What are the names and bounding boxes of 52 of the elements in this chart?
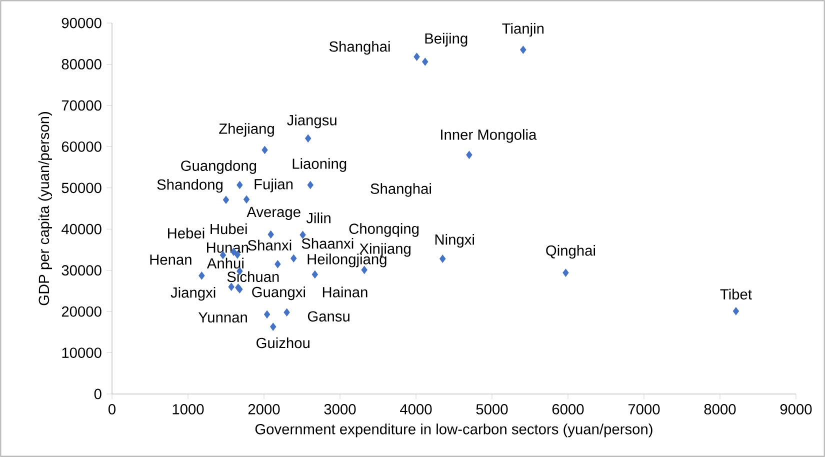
annotation: Jiangsu [287,114,336,128]
annotation: Sichuan [227,271,279,282]
x-tick-label: 9000 [780,404,812,414]
x-axis-title: Government expenditure in low-carbon sectors (yuan/person) [255,424,652,438]
x-tick-label: 5000 [476,404,508,414]
y-tick-label: 70000 [62,100,102,111]
annotation: Ningxi [435,234,474,248]
annotation: Anhui [206,258,244,269]
annotation: Inner Mongolia [441,129,537,143]
x-tick-label: 0 [108,404,116,414]
annotation: Tianjin [502,22,544,37]
annotation: Shanxi [248,240,292,251]
y-tick-label: 10000 [62,348,102,358]
annotation: Hainan [322,286,368,298]
annotation: Shaanxi [302,238,354,249]
y-tick-label: 80000 [62,59,102,70]
annotation: Hubei [210,223,247,234]
x-tick-label: 2000 [248,404,280,414]
y-tick-label: 40000 [62,224,102,234]
annotation: Gansu [308,311,350,322]
x-tick-label: 6000 [552,404,584,414]
annotation: Shanghai [370,183,431,197]
x-tick-label: 7000 [628,404,660,414]
annotation: Beijing [425,32,468,47]
y-tick-label: 60000 [62,141,102,152]
annotation: Chongqing [349,223,419,237]
annotation: Shanghai [329,40,390,55]
x-tick-label: 8000 [704,404,736,414]
annotation: Qinghai [546,244,595,259]
annotation: Jiangxi [170,286,216,301]
y-tick-label: 0 [94,388,102,400]
annotation: Jilin [306,212,330,224]
annotation: Shandong [157,179,222,193]
x-tick-label: 3000 [324,404,356,414]
y-tick-label: 50000 [62,182,102,194]
annotation: Liaoning [292,158,346,172]
annotation: Average [246,206,300,220]
x-tick-label: 4000 [400,404,432,414]
y-tick-label: 20000 [62,306,102,317]
annotation: Guangxi [252,286,306,300]
annotation: Zhejiang [219,123,274,137]
y-tick-label: 90000 [62,18,102,28]
annotation: Henan [150,254,192,265]
y-tick-label: 30000 [62,265,102,276]
annotation: Guangdong [181,160,256,174]
y-axis-title: GDP per capita (yuan/person) [38,112,52,306]
annotation: Tibet [720,288,752,300]
annotation: Hebei [168,228,204,238]
annotation: Fujian [254,178,293,192]
annotation: Yunnan [198,312,247,323]
annotation: Guizhou [256,337,310,348]
x-tick-label: 1000 [172,404,204,414]
